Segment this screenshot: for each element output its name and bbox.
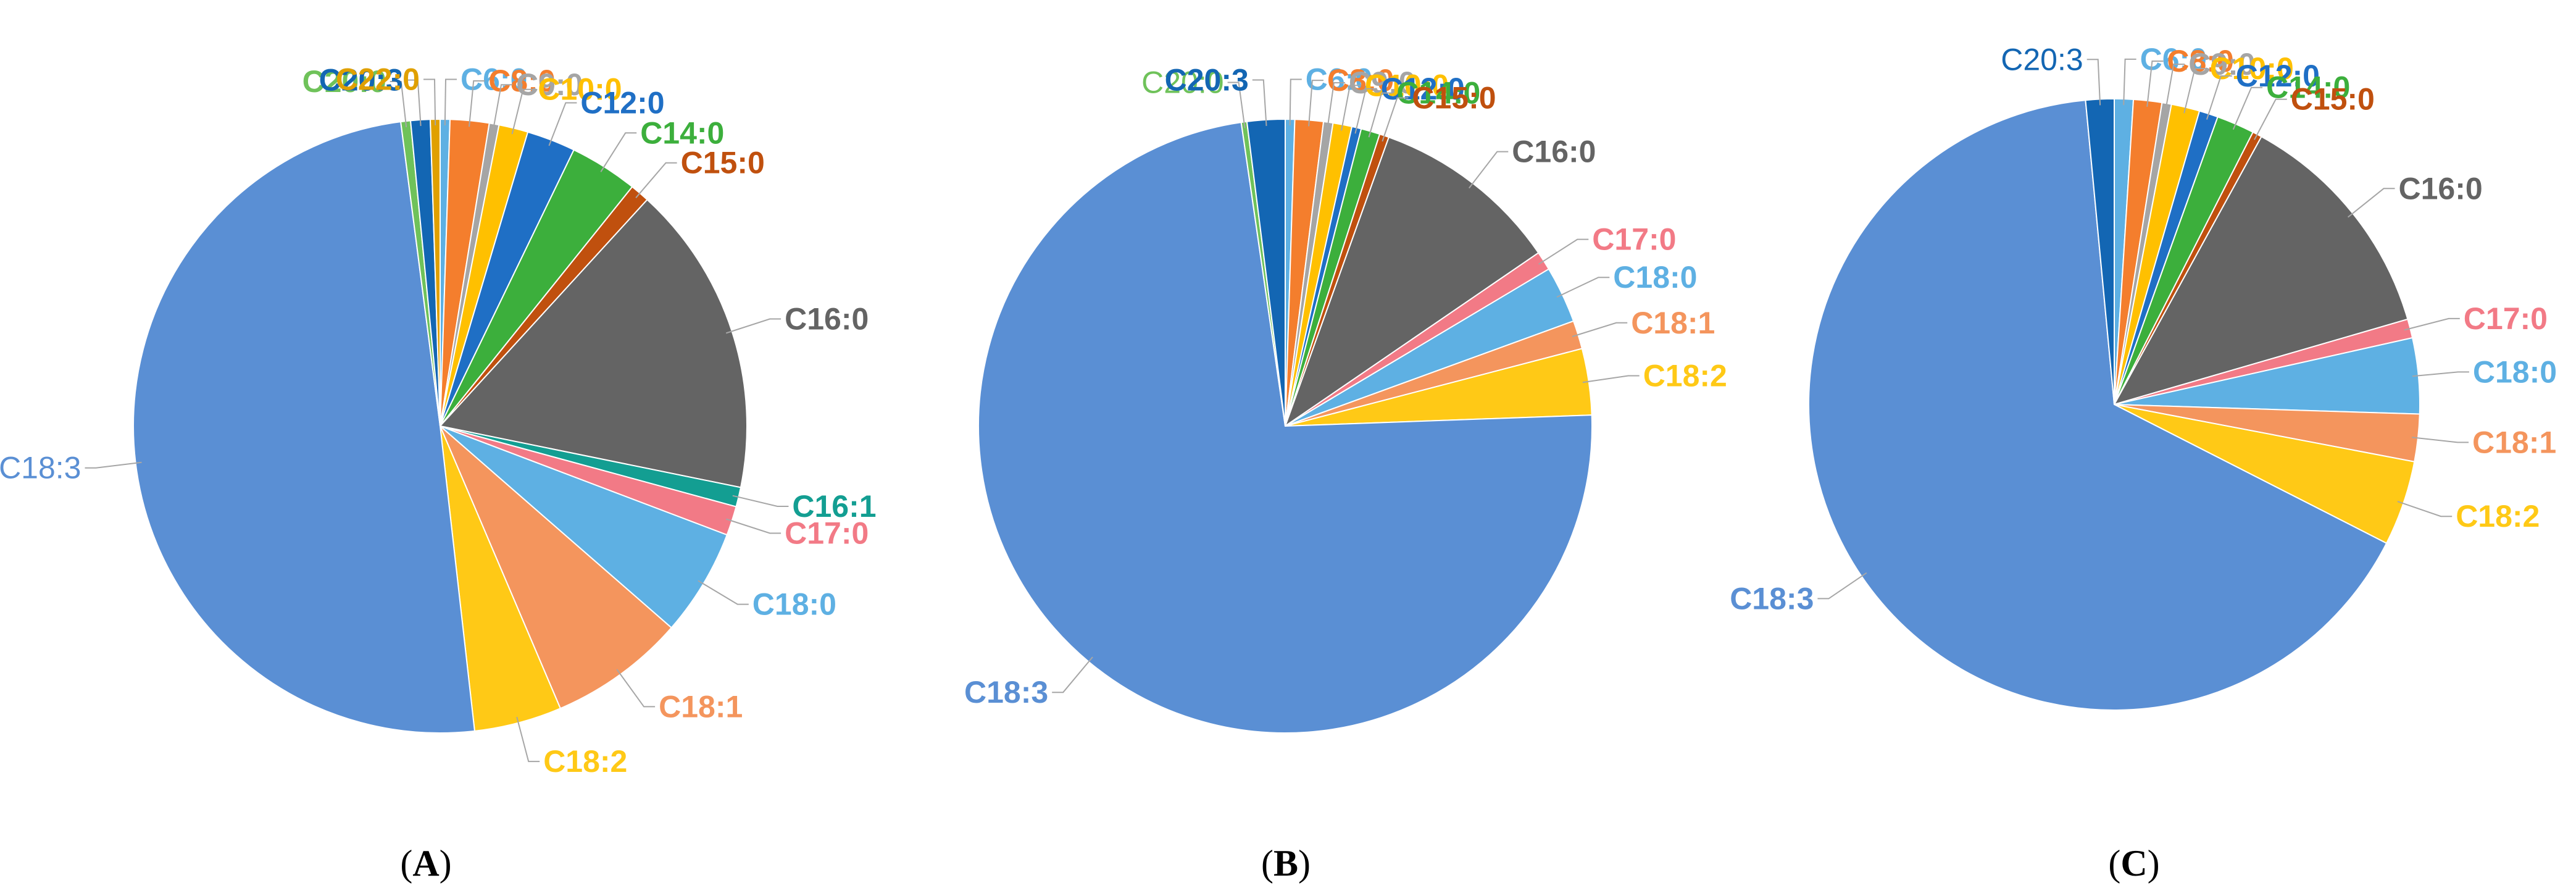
slice-label-c12-0: C12:0 xyxy=(2236,59,2320,93)
slice-label-c9-0: C9:0 xyxy=(1349,65,1415,100)
leader-line-c14-0 xyxy=(2232,86,2263,130)
slice-label-c10-0: C10:0 xyxy=(1365,68,1449,103)
leader-line-c15-0 xyxy=(635,162,677,198)
pie-chart-a: C6:0C8:0C9:0C10:0C12:0C14:0C15:0C16:0C16… xyxy=(0,62,877,779)
slice-label-c9-0: C9:0 xyxy=(516,67,583,102)
slice-label-c18-0: C18:0 xyxy=(2473,354,2557,389)
leader-line-c9-0 xyxy=(492,84,512,130)
leader-line-c12-0 xyxy=(1354,88,1377,134)
slice-label-c15-0: C15:0 xyxy=(681,146,765,180)
slice-label-c18-3: C18:3 xyxy=(0,451,81,485)
leader-line-c18-2 xyxy=(516,716,540,763)
panel-caption-a: (A) xyxy=(400,843,451,884)
slice-label-c18-1: C18:1 xyxy=(659,689,743,724)
leader-line-c18-2 xyxy=(2397,501,2453,517)
leader-line-c9-0 xyxy=(2165,64,2185,110)
leader-line-c8-0 xyxy=(2146,61,2164,107)
leader-line-c15-0 xyxy=(1382,97,1409,142)
slice-label-c20-3: C20:3 xyxy=(2001,42,2083,77)
leader-line-c22-0 xyxy=(423,78,436,126)
slice-label-c14-0: C14:0 xyxy=(1396,76,1480,111)
slice-label-c18-2: C18:2 xyxy=(543,744,627,779)
slice-label-c18-2: C18:2 xyxy=(1643,359,1727,393)
slice-label-c18-1: C18:1 xyxy=(1631,306,1715,340)
leader-line-c17-0 xyxy=(1538,238,1589,265)
leader-line-c6-0 xyxy=(1289,78,1302,126)
slice-label-c20-0: C20:0 xyxy=(302,64,386,99)
slice-label-c16-0: C16:0 xyxy=(1512,135,1596,169)
leader-line-c20-0 xyxy=(1227,82,1246,128)
slice-label-c18-2: C18:2 xyxy=(2456,499,2540,534)
slice-label-c16-0: C16:0 xyxy=(2399,171,2483,206)
leader-line-c18-0 xyxy=(2412,371,2469,377)
leader-line-c8-0 xyxy=(1308,80,1323,127)
leader-line-c18-0 xyxy=(1556,277,1610,298)
slice-label-c18-0: C18:0 xyxy=(752,587,836,622)
slice-label-c16-1: C16:1 xyxy=(792,489,876,524)
slice-label-c6-0: C6:0 xyxy=(461,62,527,97)
leader-line-c10-0 xyxy=(1341,85,1361,131)
leader-line-c18-3 xyxy=(1817,572,1867,600)
slice-label-c18-1: C18:1 xyxy=(2472,425,2556,459)
leader-line-c18-1 xyxy=(616,669,656,708)
leader-line-c20-0 xyxy=(390,81,407,128)
slice-label-c6-0: C6:0 xyxy=(1306,62,1372,97)
slice-label-c10-0: C10:0 xyxy=(2210,51,2294,86)
leader-line-c18-3 xyxy=(1052,656,1093,693)
leader-line-c10-0 xyxy=(2183,68,2206,114)
slice-label-c20-3: C20:3 xyxy=(319,63,403,98)
slice-label-c18-3: C18:3 xyxy=(1730,581,1814,616)
slice-label-c20-0: C20:0 xyxy=(1141,65,1223,100)
panel-label-c: C xyxy=(2120,843,2147,884)
slice-label-c14-0: C14:0 xyxy=(640,115,724,150)
slice-label-c15-0: C15:0 xyxy=(2291,82,2375,117)
slice-label-c17-0: C17:0 xyxy=(2464,301,2548,336)
leader-line-c18-1 xyxy=(1572,322,1628,337)
leader-line-c14-0 xyxy=(600,132,637,172)
slice-label-c15-0: C15:0 xyxy=(1412,81,1496,115)
leader-line-c20-3 xyxy=(406,79,422,127)
slice-label-c12-0: C12:0 xyxy=(1381,72,1465,106)
leader-line-c16-1 xyxy=(732,495,789,507)
leader-line-c17-0 xyxy=(2404,317,2460,331)
slice-label-c18-0: C18:0 xyxy=(1613,260,1697,295)
slice-label-c18-3: C18:3 xyxy=(964,675,1048,710)
leader-line-c6-0 xyxy=(444,78,457,126)
panel-caption-b: (B) xyxy=(1261,843,1311,884)
panel-label-b: B xyxy=(1273,843,1298,884)
slice-label-c16-0: C16:0 xyxy=(785,302,869,337)
leader-line-c20-3 xyxy=(2086,59,2101,106)
leader-line-c14-0 xyxy=(1368,92,1393,138)
panel-label-a: A xyxy=(412,843,439,884)
leader-line-c17-0 xyxy=(725,518,782,534)
leader-line-c20-3 xyxy=(1252,79,1267,126)
slice-label-c17-0: C17:0 xyxy=(1592,222,1676,257)
leader-line-c18-2 xyxy=(1582,375,1640,383)
leader-line-c8-0 xyxy=(469,80,485,127)
leader-line-c16-0 xyxy=(725,318,782,334)
leader-line-c12-0 xyxy=(2206,75,2232,120)
slice-label-c20-3: C20:3 xyxy=(1165,63,1249,98)
leader-line-c6-0 xyxy=(2123,58,2136,106)
panel-caption-c: (C) xyxy=(2108,843,2159,884)
slice-label-c8-0: C8:0 xyxy=(1327,63,1394,98)
slice-label-c17-0: C17:0 xyxy=(785,516,869,551)
leader-line-c10-0 xyxy=(511,88,535,135)
leader-line-c18-1 xyxy=(2412,437,2469,443)
slice-label-c10-0: C10:0 xyxy=(538,72,622,107)
slice-label-c22-0: C22:0 xyxy=(336,62,420,97)
leader-line-c16-0 xyxy=(1469,151,1509,189)
leader-line-c18-3 xyxy=(85,461,142,469)
slice-label-c12-0: C12:0 xyxy=(580,86,664,120)
leader-line-c18-0 xyxy=(698,580,749,605)
leader-line-c16-0 xyxy=(2347,188,2395,218)
pie-chart-c: C6:0C8:0C9:0C10:0C12:0C14:0C15:0C16:0C17… xyxy=(1730,42,2557,711)
leader-line-c9-0 xyxy=(1327,82,1345,128)
leader-line-c15-0 xyxy=(2254,98,2287,140)
leader-line-c12-0 xyxy=(548,102,577,146)
slice-label-c8-0: C8:0 xyxy=(2167,44,2233,78)
